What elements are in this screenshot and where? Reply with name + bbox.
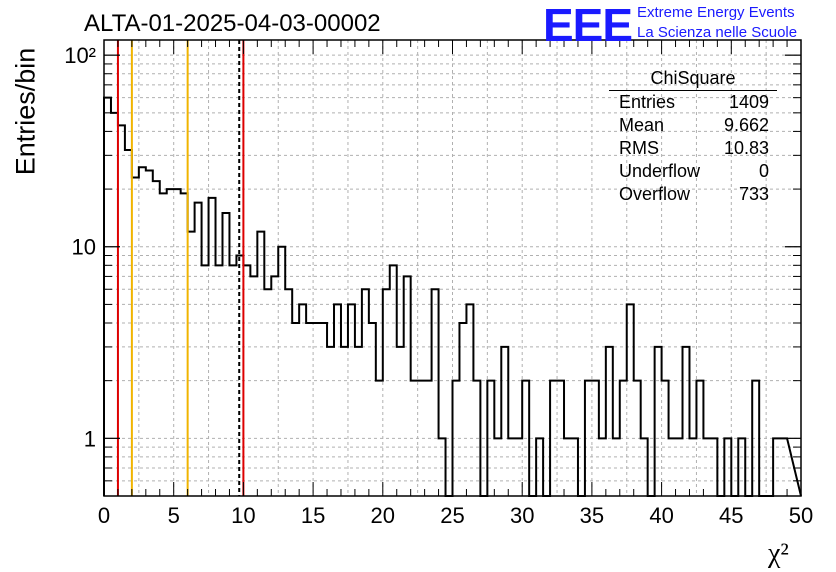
stats-value: 1409 <box>728 92 769 112</box>
stats-row-mean: Mean 9.662 <box>609 114 777 137</box>
stats-label: RMS <box>619 138 659 158</box>
stats-row-overflow: Overflow 733 <box>609 183 777 206</box>
x-tick-label: 0 <box>98 503 110 528</box>
x-tick-label: 15 <box>301 503 325 528</box>
stats-box: ChiSquare Entries 1409 Mean 9.662 RMS 10… <box>609 66 777 206</box>
chart-title: ALTA-01-2025-04-03-00002 <box>84 10 381 37</box>
y-tick-label: 10² <box>64 43 96 68</box>
x-tick-label: 25 <box>440 503 464 528</box>
x-tick-label: 30 <box>510 503 534 528</box>
x-tick-label: 50 <box>789 503 813 528</box>
y-axis-label: Entries/bin <box>10 47 41 176</box>
stats-value: 10.83 <box>723 138 769 158</box>
stats-value: 9.662 <box>723 115 769 135</box>
stats-row-entries: Entries 1409 <box>609 91 777 114</box>
logo-line-1: Extreme Energy Events <box>637 4 795 21</box>
x-tick-label: 35 <box>580 503 604 528</box>
stats-row-underflow: Underflow 0 <box>609 160 777 183</box>
x-tick-label: 10 <box>231 503 255 528</box>
x-tick-label: 5 <box>168 503 180 528</box>
stats-label: Overflow <box>619 184 691 204</box>
stats-label: Entries <box>619 92 676 112</box>
eee-logo: EEE <box>543 0 633 51</box>
y-tick-label: 10 <box>72 235 96 260</box>
logo-line-2: La Scienza nelle Scuole <box>637 24 798 41</box>
x-tick-label: 20 <box>371 503 395 528</box>
stats-value: 733 <box>738 184 769 204</box>
y-tick-label: 1 <box>84 426 96 451</box>
stats-label: Mean <box>619 115 665 135</box>
stats-value: 0 <box>758 161 769 181</box>
stats-row-rms: RMS 10.83 <box>609 137 777 160</box>
histogram-series <box>103 96 802 497</box>
x-axis-label: χ² <box>768 538 789 569</box>
stats-label: Underflow <box>619 161 701 181</box>
stats-title: ChiSquare <box>609 66 777 91</box>
x-tick-label: 40 <box>649 503 673 528</box>
x-tick-label: 45 <box>719 503 743 528</box>
